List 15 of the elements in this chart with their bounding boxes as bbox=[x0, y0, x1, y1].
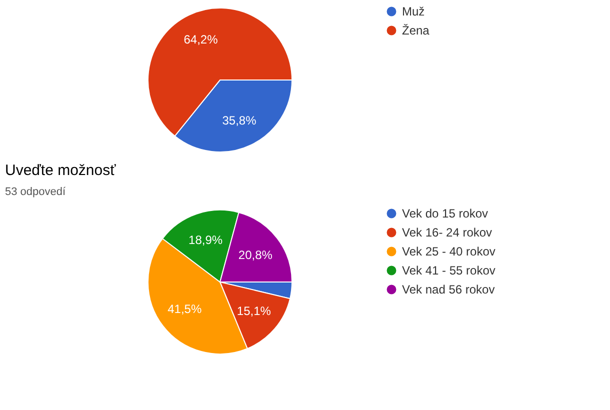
data-label: 15,1% bbox=[236, 304, 272, 318]
legend-label: Vek 41 - 55 rokov bbox=[402, 264, 496, 278]
text: 53 odpovedí bbox=[5, 186, 66, 198]
legend-label: Vek 25 - 40 rokov bbox=[402, 244, 496, 258]
legend-label: Muž bbox=[402, 4, 425, 18]
data-label: 18,9% bbox=[188, 232, 223, 247]
legend-label: Vek nad 56 rokov bbox=[402, 282, 495, 296]
data-label: 20,8% bbox=[238, 248, 273, 262]
data-label: 64,2% bbox=[184, 32, 218, 47]
legend-label: Vek 16- 24 rokov bbox=[402, 226, 492, 240]
data-label: 41,5% bbox=[168, 302, 202, 316]
legend-label: Žena bbox=[402, 24, 430, 38]
legend-label: Vek do 15 rokov bbox=[402, 206, 488, 220]
chart-title: Uveďte možnosť bbox=[5, 162, 116, 179]
data-label: 35,8% bbox=[222, 113, 257, 128]
